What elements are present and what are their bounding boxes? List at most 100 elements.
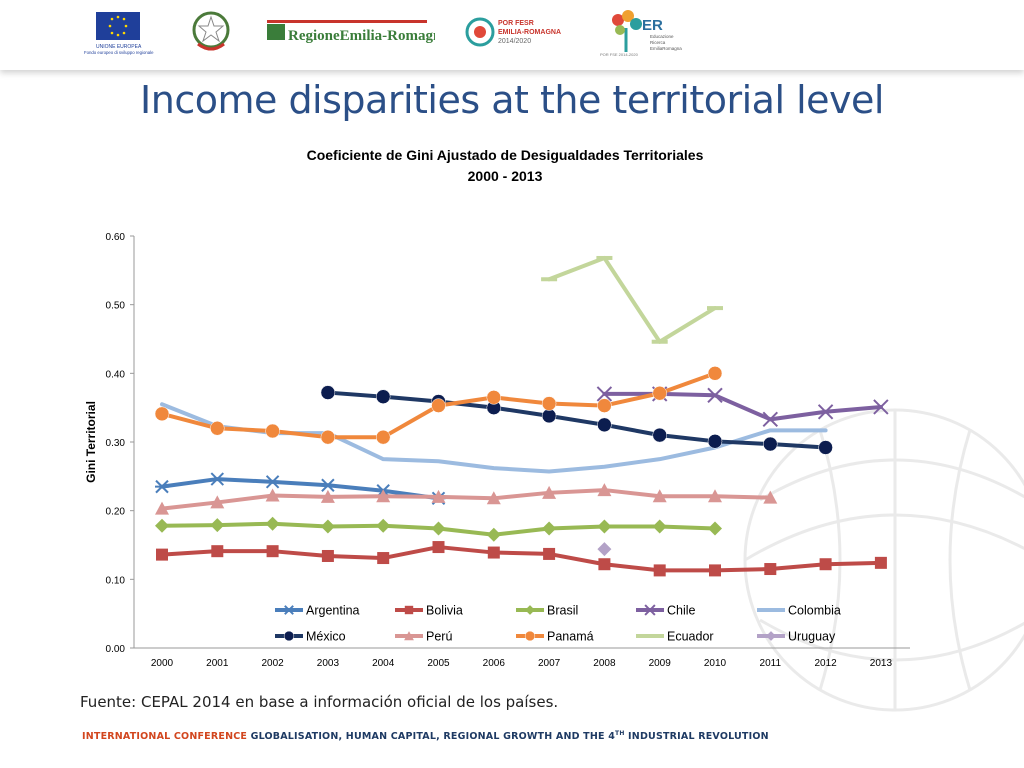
x-tick-label: 2013 xyxy=(870,658,893,669)
eu-logo-text: UNIONE EUROPEA xyxy=(96,44,142,50)
data-point-bolivia xyxy=(709,564,721,577)
legend-marker xyxy=(404,631,414,641)
data-point-mexico xyxy=(763,436,778,452)
footer-conference: INTERNATIONAL CONFERENCE xyxy=(82,731,248,743)
legend-item-bolivia: Bolivia xyxy=(395,604,463,618)
series-line-mexico xyxy=(325,390,828,450)
data-point-bolivia xyxy=(543,547,556,560)
x-tick-label: 2001 xyxy=(206,658,229,669)
er-tree-icon: ER Educazione Ricerca EmiliaRomagna POR … xyxy=(600,10,682,57)
legend-marker xyxy=(644,634,656,638)
y-axis-label: Gini Territorial xyxy=(84,401,98,483)
data-point-brasil xyxy=(265,516,280,531)
x-tick-label: 2008 xyxy=(593,658,616,669)
data-point-brasil xyxy=(542,521,557,536)
chart-subtitle: 2000 - 2013 xyxy=(467,168,543,184)
legend-item-colombia: Colombia xyxy=(757,604,841,618)
data-point-peru xyxy=(542,485,557,499)
legend-label: Argentina xyxy=(306,604,360,618)
series-line-ecuador xyxy=(547,255,717,344)
data-point-mexico xyxy=(818,440,833,455)
x-tick-label: 2003 xyxy=(317,658,340,669)
x-tick-label: 2006 xyxy=(483,658,506,669)
legend-marker xyxy=(525,605,535,615)
series-ecuador xyxy=(541,255,723,344)
legend-marker xyxy=(404,605,414,615)
logo-bar: UNIONE EUROPEA Fondo europeo di sviluppo… xyxy=(0,0,1024,70)
data-point-argentina xyxy=(155,479,169,494)
y-tick-label: 0.40 xyxy=(106,369,126,380)
data-point-brasil xyxy=(652,519,667,534)
legend-item-uruguay: Uruguay xyxy=(757,630,836,644)
data-point-panama xyxy=(486,390,502,405)
data-point-chile xyxy=(707,387,723,404)
data-point-peru xyxy=(431,489,446,503)
legend-label: México xyxy=(306,630,346,644)
x-tick-label: 2000 xyxy=(151,658,174,669)
footer-superscript: TH xyxy=(615,730,625,737)
data-point-bolivia xyxy=(653,564,666,577)
data-point-mexico xyxy=(597,417,612,433)
data-point-bolivia xyxy=(377,552,390,565)
chart-axes: 0.00 0.10 0.20 0.30 0.40 0.50 0.60 2000 2001 2002… xyxy=(106,232,910,669)
legend-label: Colombia xyxy=(788,604,841,618)
legend-label: Ecuador xyxy=(667,630,714,644)
data-point-panama xyxy=(707,366,723,381)
x-tick-label: 2011 xyxy=(760,658,782,669)
por-fesr-text-3: 2014/2020 xyxy=(498,38,531,45)
x-tick-label: 2010 xyxy=(704,658,727,669)
x-tick-label: 2002 xyxy=(261,658,284,669)
series-line-argentina xyxy=(160,477,441,501)
x-tick-label: 2004 xyxy=(372,658,395,669)
y-tick-label: 0.60 xyxy=(106,232,126,243)
eu-flag-icon: UNIONE EUROPEA Fondo europeo di sviluppo… xyxy=(84,12,154,55)
data-point-peru xyxy=(376,489,391,503)
data-point-bolivia xyxy=(487,546,500,559)
er-logo: ER Educazione Ricerca EmiliaRomagna POR … xyxy=(598,8,698,57)
legend-marker xyxy=(284,605,294,615)
data-point-bolivia xyxy=(156,548,168,561)
data-point-bolivia xyxy=(764,563,777,576)
regione-logo: RegioneEmilia-Romagna xyxy=(265,8,449,56)
y-tick-label: 0.50 xyxy=(106,301,126,312)
legend-item-ecuador: Ecuador xyxy=(636,630,714,644)
chart-title: Coeficiente de Gini Ajustado de Desigual… xyxy=(306,147,704,163)
footer-theme: GLOBALISATION, HUMAN CAPITAL, REGIONAL G… xyxy=(250,731,616,743)
er-logo-text-3: EmiliaRomagna xyxy=(650,46,682,51)
regione-icon: RegioneEmilia-Romagna xyxy=(267,20,449,44)
italian-emblem-logo xyxy=(190,8,232,56)
data-point-brasil xyxy=(597,519,612,534)
data-point-panama xyxy=(265,423,280,439)
x-tick-label: 2005 xyxy=(427,658,450,669)
regione-logo-text: RegioneEmilia-Romagna xyxy=(288,28,435,44)
emblem-icon xyxy=(192,11,230,51)
data-point-argentina xyxy=(265,475,280,489)
legend-marker xyxy=(766,631,776,641)
data-point-peru xyxy=(486,491,501,505)
data-point-bolivia xyxy=(432,541,445,554)
data-point-bolivia xyxy=(211,545,224,558)
eu-logo: UNIONE EUROPEA Fondo europeo di sviluppo… xyxy=(80,8,160,56)
data-point-panama xyxy=(541,396,557,411)
data-point-panama xyxy=(320,429,336,445)
data-point-argentina xyxy=(320,478,335,492)
data-point-brasil xyxy=(708,521,722,536)
data-point-chile xyxy=(873,399,889,415)
data-point-mexico xyxy=(541,408,557,424)
series-mexico xyxy=(320,385,833,455)
series-line-peru xyxy=(160,488,773,511)
series-argentina xyxy=(155,472,446,506)
legend-item-mexico: México xyxy=(275,630,346,644)
series-peru xyxy=(155,483,778,515)
chart-series-layer xyxy=(154,255,889,577)
y-tick-label: 0.10 xyxy=(106,575,126,586)
data-point-bolivia xyxy=(321,549,334,562)
series-line-bolivia xyxy=(160,545,883,573)
data-point-ecuador xyxy=(541,277,558,282)
y-tick-label: 0.20 xyxy=(106,507,126,518)
data-point-brasil xyxy=(320,519,335,534)
data-point-chile xyxy=(596,386,613,402)
data-point-panama xyxy=(652,385,667,401)
source-note: Fuente: CEPAL 2014 en base a información… xyxy=(80,693,559,711)
